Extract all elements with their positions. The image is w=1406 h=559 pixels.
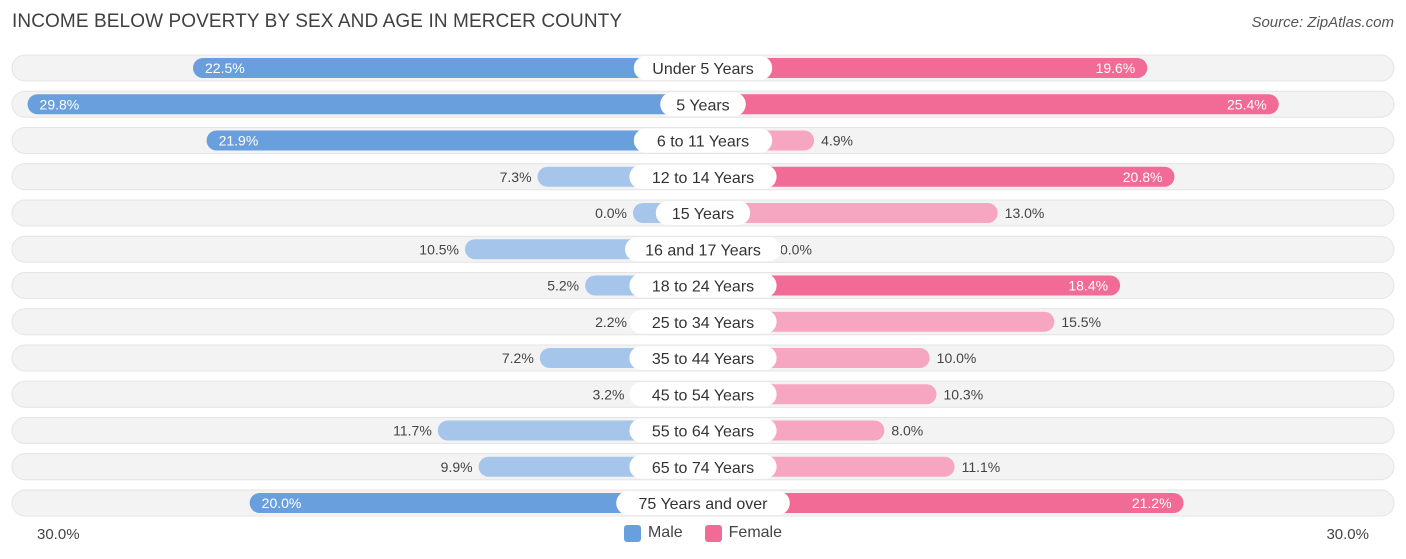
category-label: 5 Years: [676, 97, 729, 114]
category-label: 15 Years: [672, 206, 734, 223]
category-pill: [629, 454, 777, 479]
category-label: 65 to 74 Years: [652, 460, 754, 477]
female-bar: [703, 311, 1055, 332]
axis-right-label: 30.0%: [1326, 526, 1369, 543]
category-label: 25 to 34 Years: [652, 315, 754, 332]
source-label: Source: ZipAtlas.com: [1251, 14, 1394, 31]
bar-chart: 22.5% 19.6% Under 5 Years 29.8% 25.4% 5 Years…: [11, 54, 1395, 517]
male-value-label: 7.3%: [500, 169, 532, 185]
female-value-label: 21.2%: [1132, 495, 1172, 511]
male-value-label: 10.5%: [419, 241, 459, 257]
legend-item-male[interactable]: Male: [623, 524, 683, 542]
male-value-label: 11.7%: [393, 423, 432, 439]
male-swatch: [623, 524, 641, 542]
female-value-label: 19.6%: [1096, 60, 1136, 76]
female-value-label: 10.3%: [943, 386, 983, 402]
female-value-label: 8.0%: [891, 423, 923, 439]
legend: Male Female: [0, 524, 1406, 542]
female-value-label: 25.4%: [1227, 96, 1267, 112]
category-pill: [629, 164, 777, 189]
legend-item-female[interactable]: Female: [704, 524, 783, 542]
male-value-label: 0.0%: [595, 205, 627, 221]
male-value-label: 20.0%: [262, 495, 302, 511]
male-value-label: 9.9%: [441, 459, 473, 475]
female-value-label: 15.5%: [1061, 314, 1101, 330]
female-bar: [703, 94, 1279, 115]
legend-male-label: Male: [647, 524, 683, 541]
category-pill: [629, 382, 777, 407]
female-value-label: 10.0%: [937, 350, 977, 366]
axis-left-label: 30.0%: [37, 526, 80, 543]
category-label: 12 to 14 Years: [652, 170, 754, 187]
male-value-label: 22.5%: [205, 60, 245, 76]
legend-female-label: Female: [728, 524, 783, 541]
female-bar: [703, 275, 1121, 296]
female-bar: [703, 166, 1175, 187]
male-bar: [193, 58, 703, 78]
male-value-label: 3.2%: [593, 386, 625, 402]
category-pill: [633, 128, 773, 153]
female-value-label: 0.0%: [780, 241, 812, 257]
female-bar: [703, 493, 1184, 513]
category-pill: [629, 309, 777, 334]
male-value-label: 21.9%: [219, 133, 259, 149]
category-label: Under 5 Years: [652, 61, 753, 78]
male-bar: [249, 493, 703, 513]
female-value-label: 4.9%: [821, 133, 853, 149]
category-label: 55 to 64 Years: [652, 424, 754, 441]
female-bar: [703, 58, 1148, 78]
male-value-label: 5.2%: [547, 278, 579, 294]
category-pill: [660, 92, 746, 117]
male-value-label: 2.2%: [595, 314, 627, 330]
female-value-label: 13.0%: [1005, 205, 1045, 221]
category-label: 35 to 44 Years: [652, 351, 754, 368]
category-label: 6 to 11 Years: [657, 134, 749, 151]
male-value-label: 7.2%: [502, 350, 534, 366]
female-swatch: [704, 524, 722, 542]
female-value-label: 11.1%: [962, 459, 1001, 475]
category-pill: [616, 491, 790, 515]
category-pill: [629, 273, 777, 298]
category-label: 18 to 24 Years: [652, 279, 754, 296]
chart-title: INCOME BELOW POVERTY BY SEX AND AGE IN M…: [12, 11, 623, 32]
female-value-label: 20.8%: [1123, 169, 1163, 185]
category-label: 75 Years and over: [639, 496, 769, 513]
category-pill: [629, 418, 777, 443]
male-value-label: 29.8%: [40, 96, 80, 112]
category-pill: [633, 56, 773, 80]
category-pill: [655, 201, 751, 225]
category-label: 45 to 54 Years: [652, 387, 754, 404]
male-bar: [27, 94, 704, 115]
female-bar: [703, 203, 998, 223]
female-value-label: 18.4%: [1068, 278, 1108, 294]
category-pill: [629, 346, 777, 370]
category-pill: [625, 237, 781, 262]
male-bar: [206, 130, 703, 151]
category-label: 16 and 17 Years: [645, 242, 761, 259]
